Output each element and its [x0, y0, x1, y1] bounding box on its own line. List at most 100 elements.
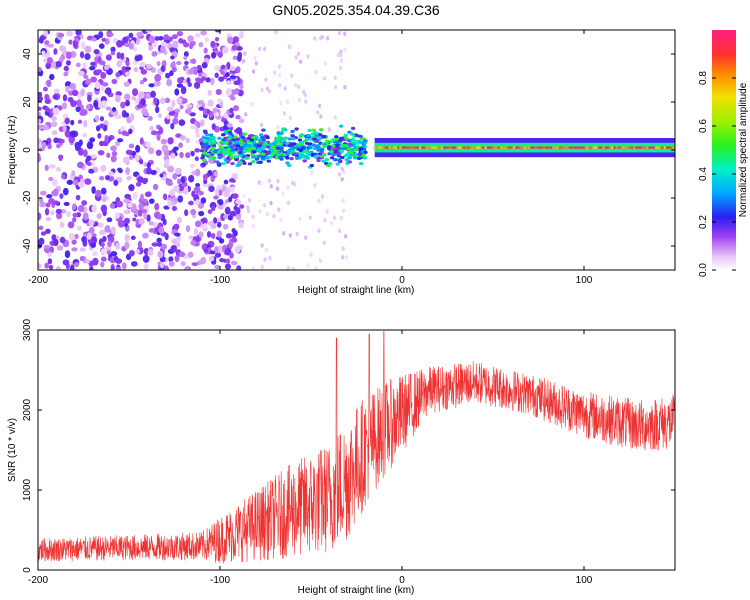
colorbar-gradient [712, 30, 736, 270]
snr-ylabel: SNR (10 * v/v) [7, 418, 18, 482]
heatmap-cell [277, 155, 283, 159]
heatmap-cell [40, 190, 47, 196]
heatmap-cell [98, 43, 105, 49]
heatmap-cell [186, 107, 192, 115]
heatmap-cell [207, 89, 212, 97]
heatmap-cell [38, 154, 41, 162]
heatmap-cell [240, 135, 246, 139]
heatmap-cell [260, 264, 264, 270]
heatmap-cell [46, 194, 53, 199]
heatmap-cell [56, 212, 63, 220]
heatmap-cell [43, 30, 48, 37]
heatmap-cell [224, 140, 229, 144]
heatmap-cell [195, 168, 201, 177]
heatmap-cell [44, 262, 50, 269]
heatmap-cell [233, 135, 238, 139]
heatmap-cell [137, 240, 143, 249]
heatmap-cell [342, 146, 347, 151]
snr-frame [37, 329, 676, 571]
heatmap-cell [67, 221, 75, 229]
heatmap-cell [81, 236, 87, 243]
heatmap-cell [38, 212, 42, 221]
figure-title: GN05.2025.354.04.39.C36 [272, 2, 440, 18]
heatmap-cell [229, 252, 234, 259]
heatmap-cell [278, 82, 282, 88]
heatmap-cell [249, 138, 255, 142]
heatmap-cell [230, 161, 235, 166]
heatmap-cell [210, 40, 216, 48]
heatmap-cell [96, 213, 102, 219]
heatmap-cell [152, 221, 158, 228]
heatmap-cell [245, 154, 251, 158]
heatmap-cell [105, 174, 111, 181]
heatmap-cell [229, 107, 234, 114]
heatmap-cell [125, 149, 133, 155]
heatmap-cell [339, 58, 344, 63]
heatmap-cell [67, 96, 74, 103]
heatmap-cell [222, 258, 227, 263]
heatmap-cell [164, 265, 169, 270]
heatmap-cell [238, 139, 244, 143]
heatmap-cell [58, 154, 63, 162]
heatmap-cell [153, 97, 158, 105]
heatmap-cell [77, 119, 83, 124]
heatmap-cell [232, 193, 239, 199]
heatmap-cell [250, 102, 255, 107]
heatmap-cell [180, 261, 186, 267]
heatmap-cell [53, 88, 60, 94]
heatmap-cell [125, 99, 130, 107]
heatmap-cell [106, 32, 114, 37]
heatmap-cell [91, 37, 97, 42]
heatmap-cell [122, 36, 129, 45]
heatmap-cell [61, 174, 66, 180]
heatmap-cell [93, 100, 99, 109]
heatmap-cell [63, 65, 69, 72]
heatmap-cell [110, 250, 118, 257]
heatmap-cell [138, 209, 143, 217]
heatmap-cell [209, 250, 216, 255]
heatmap-cell [41, 50, 46, 58]
heatmap-cell [316, 148, 321, 152]
heatmap-cell [116, 51, 121, 60]
heatmap-cell [148, 35, 156, 44]
colorbar-tick-label: 0.0 [698, 263, 709, 277]
heatmap-cell [134, 98, 140, 106]
spectrogram-ytick-label: 20 [22, 96, 33, 108]
heatmap-cell [190, 150, 195, 157]
heatmap-cell [157, 250, 164, 259]
heatmap-cell [176, 61, 182, 66]
heatmap-cell [132, 88, 139, 96]
heatmap-cell [100, 204, 108, 213]
heatmap-cell [297, 97, 302, 103]
heatmap-cell [63, 71, 69, 77]
heatmap-cell [139, 137, 144, 145]
heatmap-cell [359, 137, 365, 141]
heatmap-cell [106, 217, 113, 223]
heatmap-cell [225, 258, 231, 264]
heatmap-cell [222, 223, 229, 230]
heatmap-cell [170, 245, 178, 252]
heatmap-cell [226, 156, 231, 160]
heatmap-cell [202, 151, 207, 155]
heatmap-cell [116, 60, 123, 68]
heatmap-cell [197, 100, 205, 105]
heatmap-cell [98, 31, 104, 39]
heatmap-cell [303, 92, 307, 98]
heatmap-cell [337, 158, 342, 163]
heatmap-cell [207, 221, 214, 226]
heatmap-cell [139, 80, 145, 85]
heatmap-cell [196, 64, 202, 71]
heatmap-cell [55, 166, 62, 172]
heatmap-cell [45, 202, 51, 208]
heatmap-cell [216, 245, 224, 254]
heatmap-cell [143, 111, 149, 116]
heatmap-cell [285, 149, 291, 153]
heatmap-cell [77, 204, 85, 213]
heatmap-cell [99, 116, 105, 122]
heatmap-cell [144, 191, 151, 198]
heatmap-cell [207, 101, 214, 107]
heatmap-cell [285, 156, 290, 160]
heatmap-cell [273, 149, 278, 153]
heatmap-cell [132, 217, 137, 222]
heatmap-cell [146, 63, 153, 70]
